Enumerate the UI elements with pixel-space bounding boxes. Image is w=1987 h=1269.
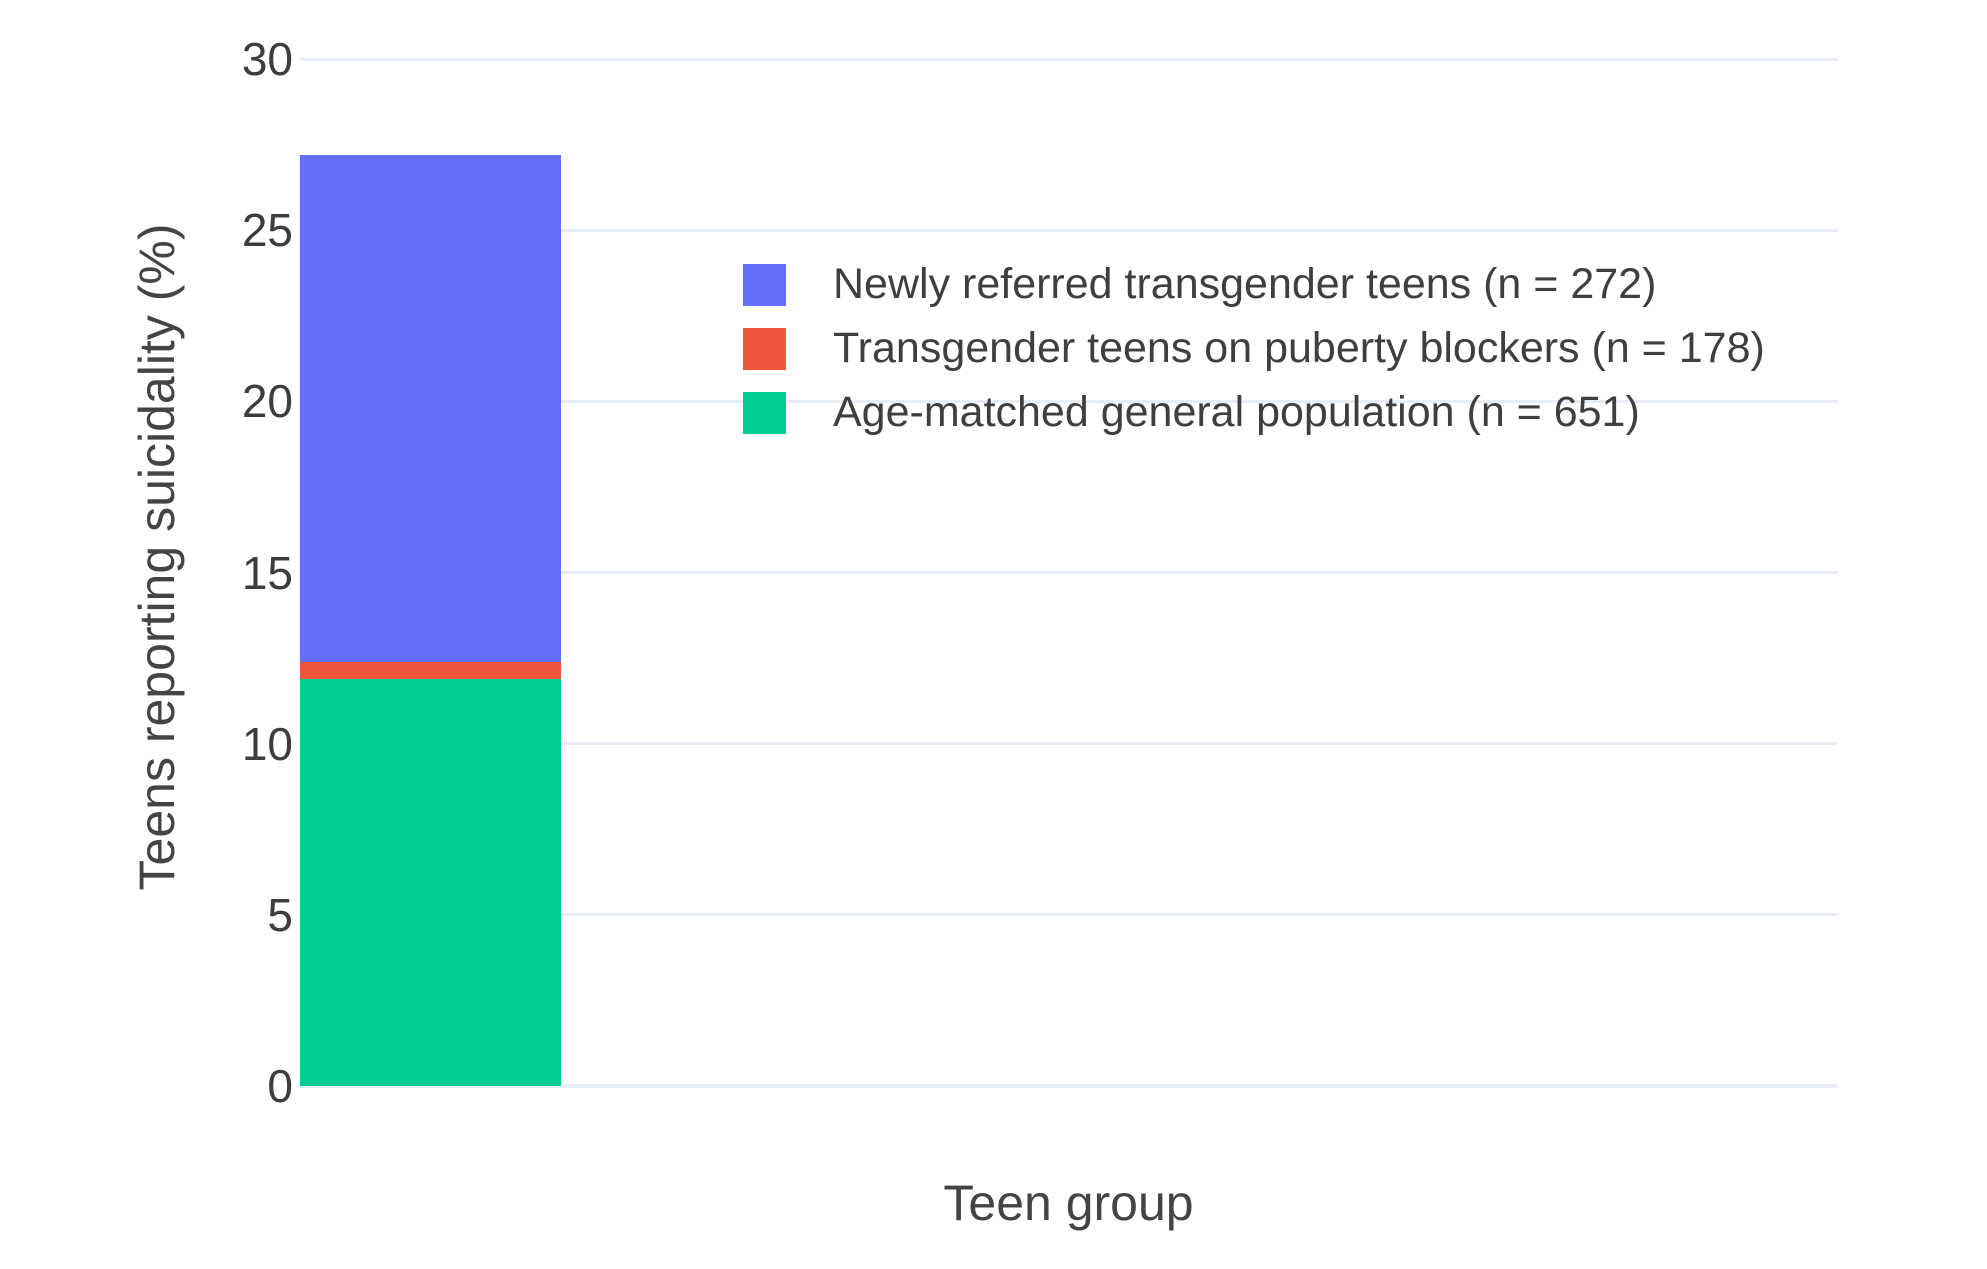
gridline (300, 742, 1837, 746)
legend-item-age-matched-general-population[interactable]: Age-matched general population (n = 651) (743, 391, 1640, 434)
legend-swatch-red (743, 327, 786, 370)
gridline (300, 228, 1837, 232)
legend-item-newly-referred-transgender-teens[interactable]: Newly referred transgender teens (n = 27… (743, 263, 1656, 306)
gridline (300, 913, 1837, 917)
gridline (300, 571, 1837, 574)
y-tick-label: 20 (241, 375, 293, 428)
y-tick-label: 25 (241, 204, 293, 257)
legend-item-transgender-teens-on-puberty-blockers[interactable]: Transgender teens on puberty blockers (n… (743, 327, 1765, 370)
legend-label: Transgender teens on puberty blockers (n… (833, 324, 1765, 372)
y-tick-label: 30 (241, 33, 293, 85)
zero-gridline (300, 1084, 1837, 1088)
legend-label: Age-matched general population (n = 651) (833, 388, 1640, 436)
plot-area (300, 57, 1837, 1088)
legend-swatch-blue (743, 263, 786, 306)
y-tick-label: 10 (241, 717, 293, 770)
legend-swatch-green (743, 391, 786, 434)
gridline (300, 57, 1837, 61)
x-axis-title: Teen group (943, 1175, 1194, 1231)
y-tick-label: 5 (267, 888, 293, 941)
gridline (300, 399, 1837, 403)
legend-label: Newly referred transgender teens (n = 27… (833, 260, 1657, 308)
y-axis-ticks: 0 5 10 15 20 25 30 (0, 0, 293, 1269)
y-tick-label: 0 (267, 1060, 293, 1112)
y-tick-label: 15 (241, 546, 293, 599)
bar-age-matched-general-population[interactable] (300, 678, 561, 1086)
